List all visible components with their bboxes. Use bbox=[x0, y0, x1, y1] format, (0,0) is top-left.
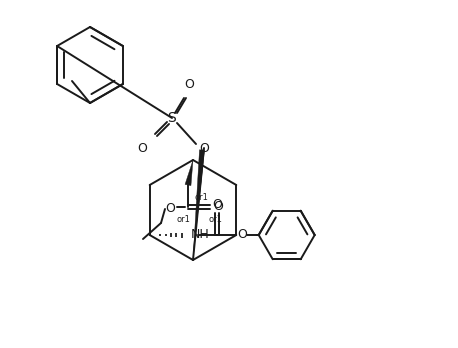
Text: or1: or1 bbox=[176, 215, 190, 224]
Text: O: O bbox=[184, 79, 194, 92]
Polygon shape bbox=[193, 150, 204, 260]
Text: or1: or1 bbox=[194, 193, 208, 203]
Text: O: O bbox=[165, 203, 175, 215]
Text: or1: or1 bbox=[208, 215, 222, 224]
Text: O: O bbox=[213, 200, 223, 214]
Polygon shape bbox=[185, 160, 193, 185]
Text: O: O bbox=[137, 142, 147, 155]
Text: O: O bbox=[212, 198, 222, 212]
Text: O: O bbox=[199, 142, 209, 155]
Text: NH: NH bbox=[191, 229, 209, 242]
Text: O: O bbox=[237, 229, 247, 242]
Text: S: S bbox=[168, 111, 176, 125]
